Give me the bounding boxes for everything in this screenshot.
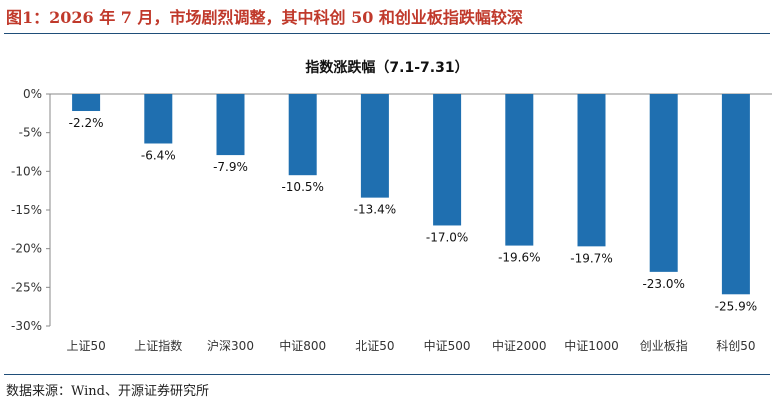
data-label: -19.7% bbox=[570, 251, 612, 265]
top-rule bbox=[4, 33, 770, 34]
y-tick-label: -5% bbox=[19, 126, 42, 140]
bar bbox=[216, 94, 245, 156]
y-tick-label: -10% bbox=[11, 164, 42, 178]
data-label: -7.9% bbox=[213, 160, 248, 174]
y-tick-label: -30% bbox=[11, 319, 42, 333]
x-category-label: 北证50 bbox=[355, 339, 394, 353]
bar bbox=[649, 94, 678, 272]
x-category-label: 科创50 bbox=[716, 339, 755, 353]
bar bbox=[360, 94, 389, 198]
chart-labels: -2.2% 上证50 -6.4% 上证指数 -7.9% 沪深300 -10.5% 中证800 -… bbox=[66, 116, 757, 353]
x-category-label: 中证1000 bbox=[564, 338, 619, 353]
bar bbox=[144, 94, 173, 144]
y-tick-label: -15% bbox=[11, 203, 42, 217]
data-label: -17.0% bbox=[426, 230, 468, 244]
bar-chart: 指数涨跌幅（7.1-7.31） 0% -5% -10% -15% -20% -25% -30… bbox=[11, 59, 772, 353]
x-category-label: 创业板指 bbox=[640, 338, 688, 353]
x-category-label: 上证指数 bbox=[134, 338, 182, 353]
data-label: -25.9% bbox=[715, 299, 757, 313]
data-label: -10.5% bbox=[281, 180, 323, 194]
bar bbox=[505, 94, 534, 246]
bar bbox=[72, 94, 101, 112]
data-label: -19.6% bbox=[498, 251, 540, 265]
x-category-label: 沪深300 bbox=[207, 339, 254, 353]
data-label: -2.2% bbox=[69, 116, 104, 130]
chart-bars bbox=[72, 94, 750, 295]
data-label: -23.0% bbox=[642, 277, 684, 291]
data-label: -13.4% bbox=[354, 203, 396, 217]
bar bbox=[433, 94, 462, 226]
data-label: -6.4% bbox=[141, 148, 176, 162]
chart-title: 指数涨跌幅（7.1-7.31） bbox=[305, 59, 468, 76]
y-tick-label: -20% bbox=[11, 242, 42, 256]
y-tick-label: 0% bbox=[23, 87, 42, 101]
bar bbox=[288, 94, 317, 176]
bottom-rule bbox=[4, 374, 770, 375]
x-category-label: 上证50 bbox=[66, 339, 105, 353]
y-tick-label: -25% bbox=[11, 280, 42, 294]
bar bbox=[721, 94, 750, 295]
x-category-label: 中证800 bbox=[279, 338, 326, 353]
figure-title: 图1：2026 年 7 月，市场剧烈调整，其中科创 50 和创业板指跌幅较深 bbox=[6, 8, 523, 27]
x-category-label: 中证500 bbox=[424, 338, 471, 353]
x-category-label: 中证2000 bbox=[492, 338, 547, 353]
bar bbox=[577, 94, 606, 247]
source-note: 数据来源：Wind、开源证券研究所 bbox=[6, 384, 209, 399]
